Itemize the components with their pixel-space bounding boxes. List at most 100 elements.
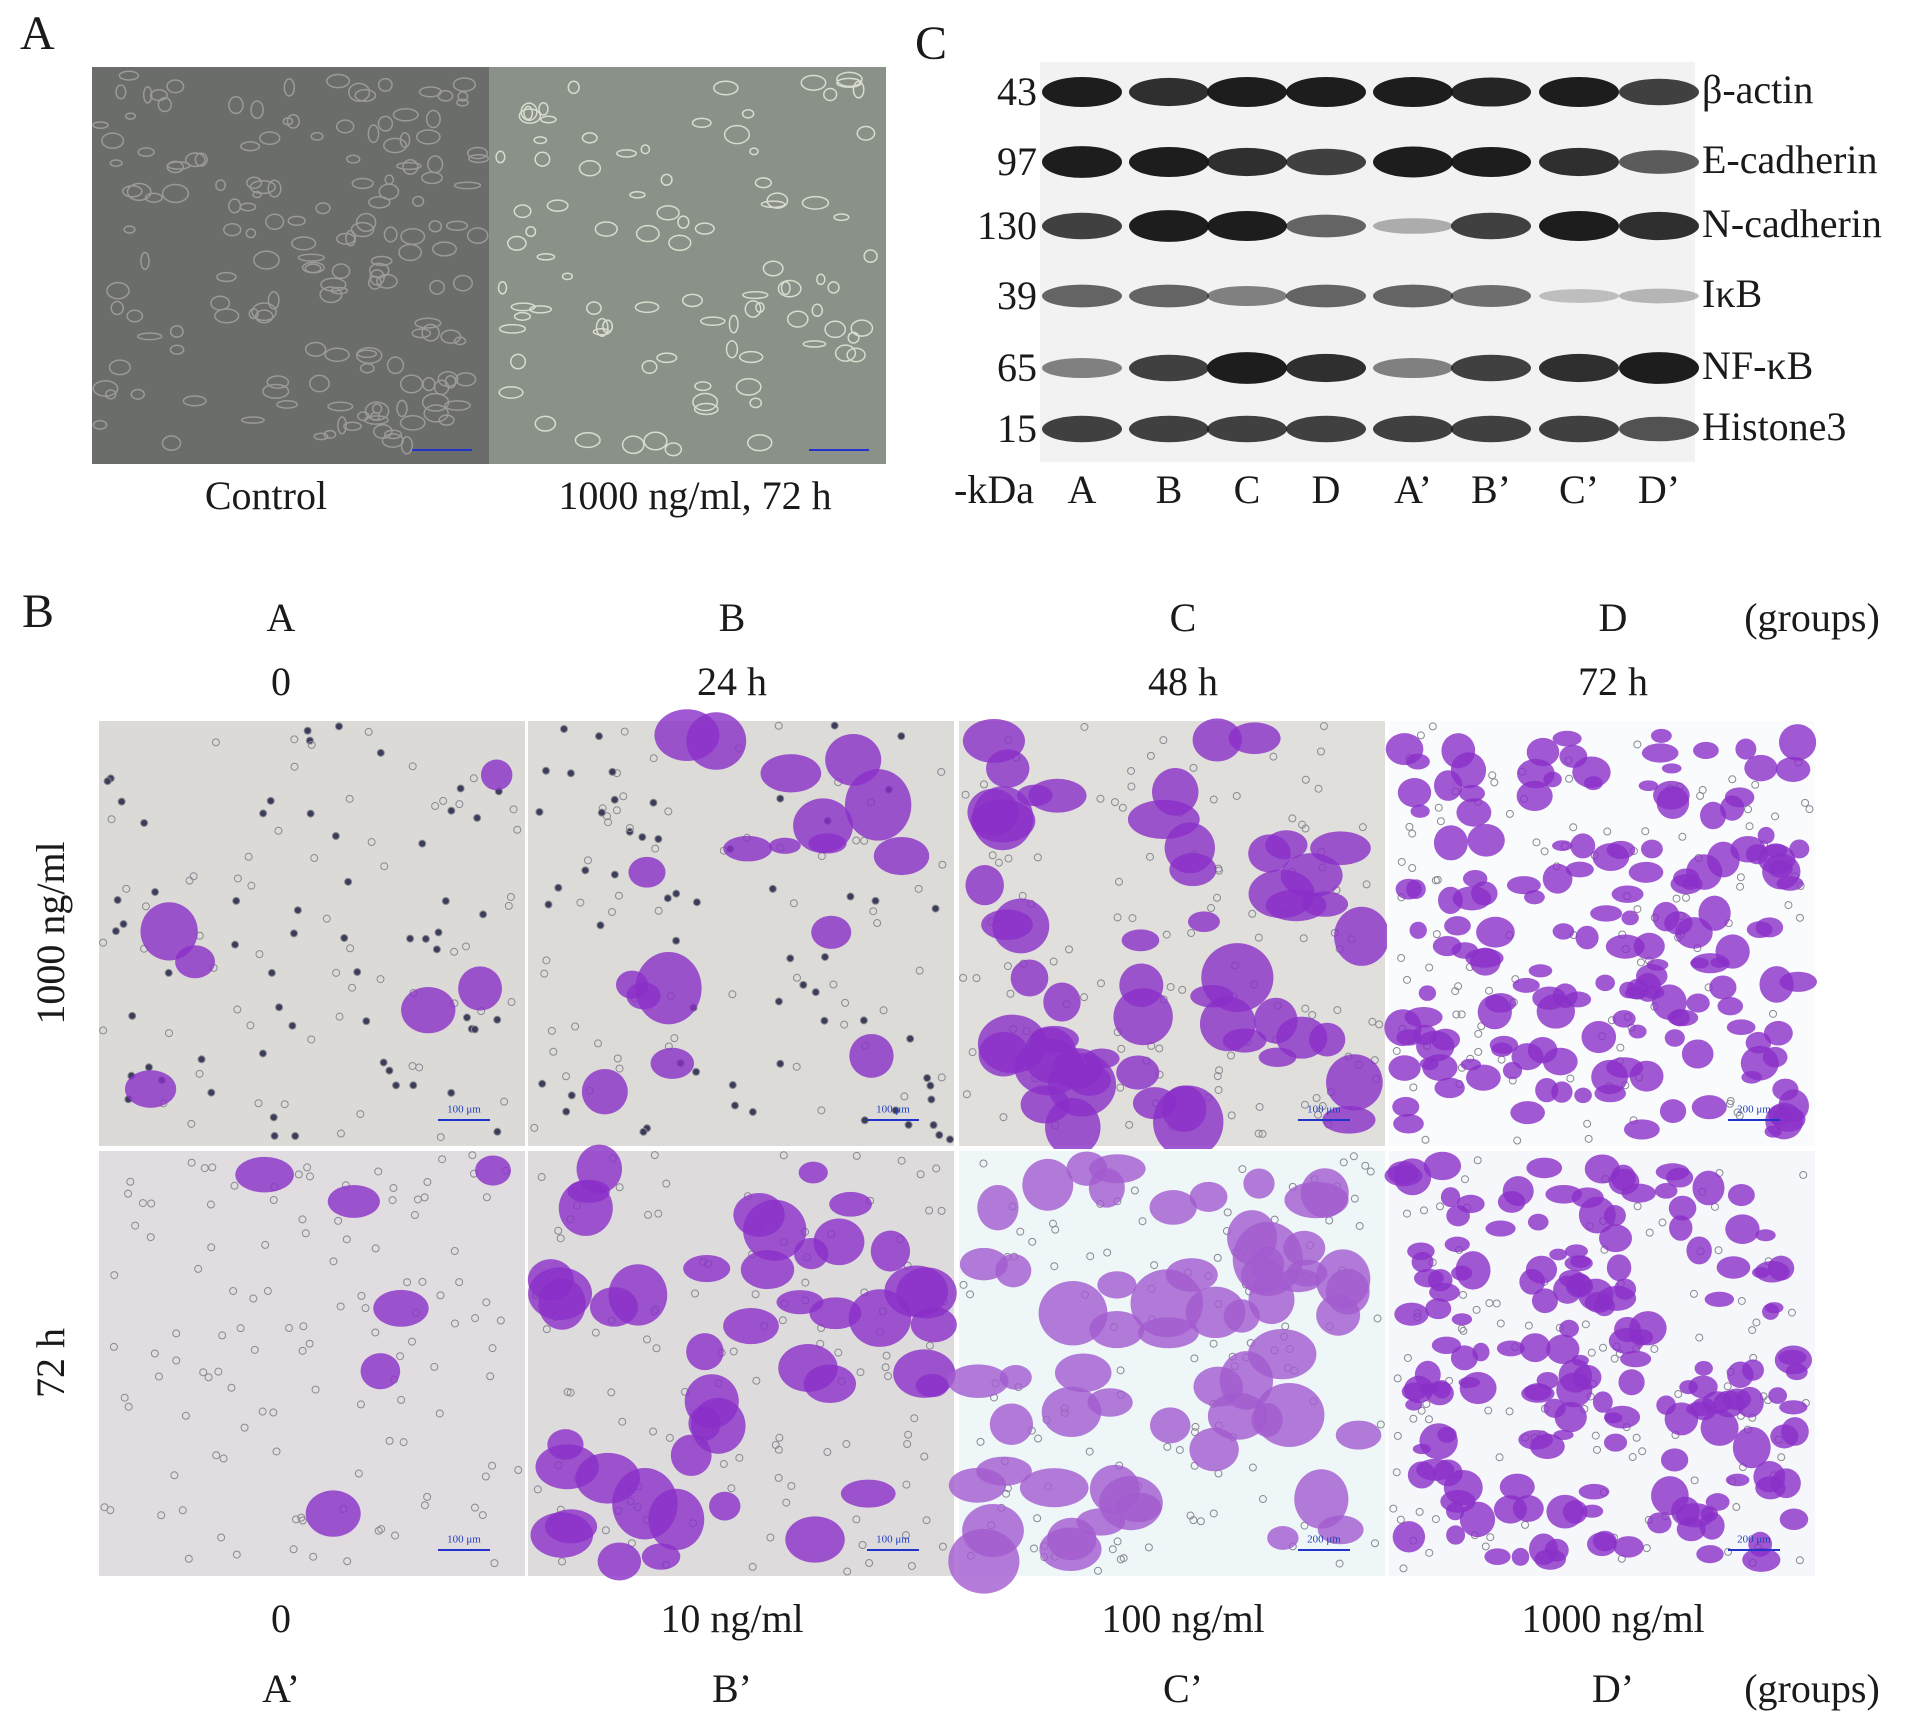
pore (1584, 1134, 1593, 1143)
pore (410, 1211, 419, 1220)
stained-cell (1581, 1021, 1617, 1054)
stained-cell (373, 1289, 429, 1327)
cell (429, 279, 445, 295)
stained-cell (1407, 1461, 1436, 1489)
stained-cell (1396, 1029, 1422, 1046)
stained-cell (1484, 993, 1517, 1013)
kda-label: 39 (997, 273, 1037, 318)
stained-cell (1546, 1494, 1584, 1529)
pore (879, 1006, 888, 1015)
stained-cell (1725, 1473, 1750, 1487)
stained-cell (1169, 853, 1217, 887)
stained-cell (1388, 1055, 1421, 1081)
pore (901, 1531, 910, 1540)
pore (1436, 817, 1445, 826)
pore (187, 1158, 196, 1167)
pore (925, 1341, 934, 1350)
band (1539, 77, 1619, 107)
cell (540, 115, 557, 124)
pore (597, 808, 606, 817)
group-label: A’ (262, 1666, 300, 1711)
pore (904, 1120, 913, 1129)
group-label: D’ (1592, 1666, 1634, 1711)
stained-cell (1446, 1502, 1465, 1521)
pore (194, 1264, 203, 1273)
stained-cell (989, 1403, 1034, 1445)
pore (929, 1121, 938, 1130)
cell (324, 347, 350, 363)
cell (286, 114, 300, 129)
pore (1415, 1507, 1424, 1516)
cell (693, 402, 719, 416)
stained-cell (1047, 1053, 1117, 1117)
stained-cell (1746, 921, 1773, 938)
pore (423, 1492, 432, 1501)
pore (122, 884, 131, 893)
stained-cell (1669, 1215, 1693, 1241)
pore (110, 1271, 119, 1280)
stained-cell (1526, 1157, 1563, 1179)
pore (299, 1322, 308, 1331)
stained-cell (1041, 1386, 1102, 1438)
pore (212, 1451, 221, 1460)
stained-cell (1418, 985, 1437, 1001)
stained-cell (1518, 1430, 1553, 1450)
cell (421, 171, 443, 185)
stained-cell (1275, 1268, 1322, 1293)
band (1539, 289, 1619, 303)
pore (554, 883, 563, 892)
pore (290, 762, 299, 771)
pore (470, 1025, 479, 1034)
pore (1724, 1547, 1733, 1556)
stained-cell (1606, 1254, 1632, 1282)
pore (371, 1244, 380, 1253)
pore (842, 1439, 851, 1448)
cell (744, 300, 762, 318)
stained-cell (1716, 1256, 1751, 1279)
pore (1513, 1136, 1522, 1145)
stained-cell (1022, 1158, 1074, 1211)
pore (649, 754, 658, 763)
stained-cell (635, 951, 702, 1025)
pore (1695, 1333, 1704, 1342)
cell (415, 129, 441, 145)
pore (1633, 1202, 1642, 1211)
stained-cell (1664, 1402, 1699, 1436)
stained-cell (1621, 910, 1639, 926)
cell (130, 388, 146, 400)
stained-cell (1726, 1019, 1756, 1036)
band (1373, 357, 1453, 379)
pore (332, 968, 341, 977)
pore (1587, 1348, 1596, 1357)
cell (283, 78, 296, 97)
cell (276, 399, 299, 409)
stained-cell (1187, 911, 1220, 933)
pore (119, 920, 128, 929)
image-label: 1000 ng/ml, 72 h (558, 473, 831, 518)
pore (846, 892, 855, 901)
stained-cell (1532, 986, 1567, 1010)
pore (962, 1090, 971, 1099)
pore (1362, 880, 1371, 889)
stained-cell (1254, 997, 1298, 1044)
cell (816, 273, 826, 286)
cell (741, 108, 755, 119)
pore (1425, 1548, 1434, 1557)
pore (206, 1200, 215, 1209)
pore (288, 1021, 297, 1030)
cell (634, 301, 660, 314)
cell (692, 392, 719, 412)
stained-cell (1444, 916, 1471, 936)
pore (421, 934, 430, 943)
stained-cell (1725, 1214, 1760, 1245)
cell (801, 195, 830, 210)
panel-letter: C (915, 17, 947, 70)
pore (199, 1368, 208, 1377)
pore (865, 1559, 874, 1568)
stained-cell (760, 754, 822, 793)
stained-cell (360, 1353, 401, 1390)
stained-cell (849, 1034, 894, 1078)
cell (118, 70, 140, 81)
stained-cell (1641, 743, 1679, 763)
stained-cell (1258, 1047, 1297, 1068)
